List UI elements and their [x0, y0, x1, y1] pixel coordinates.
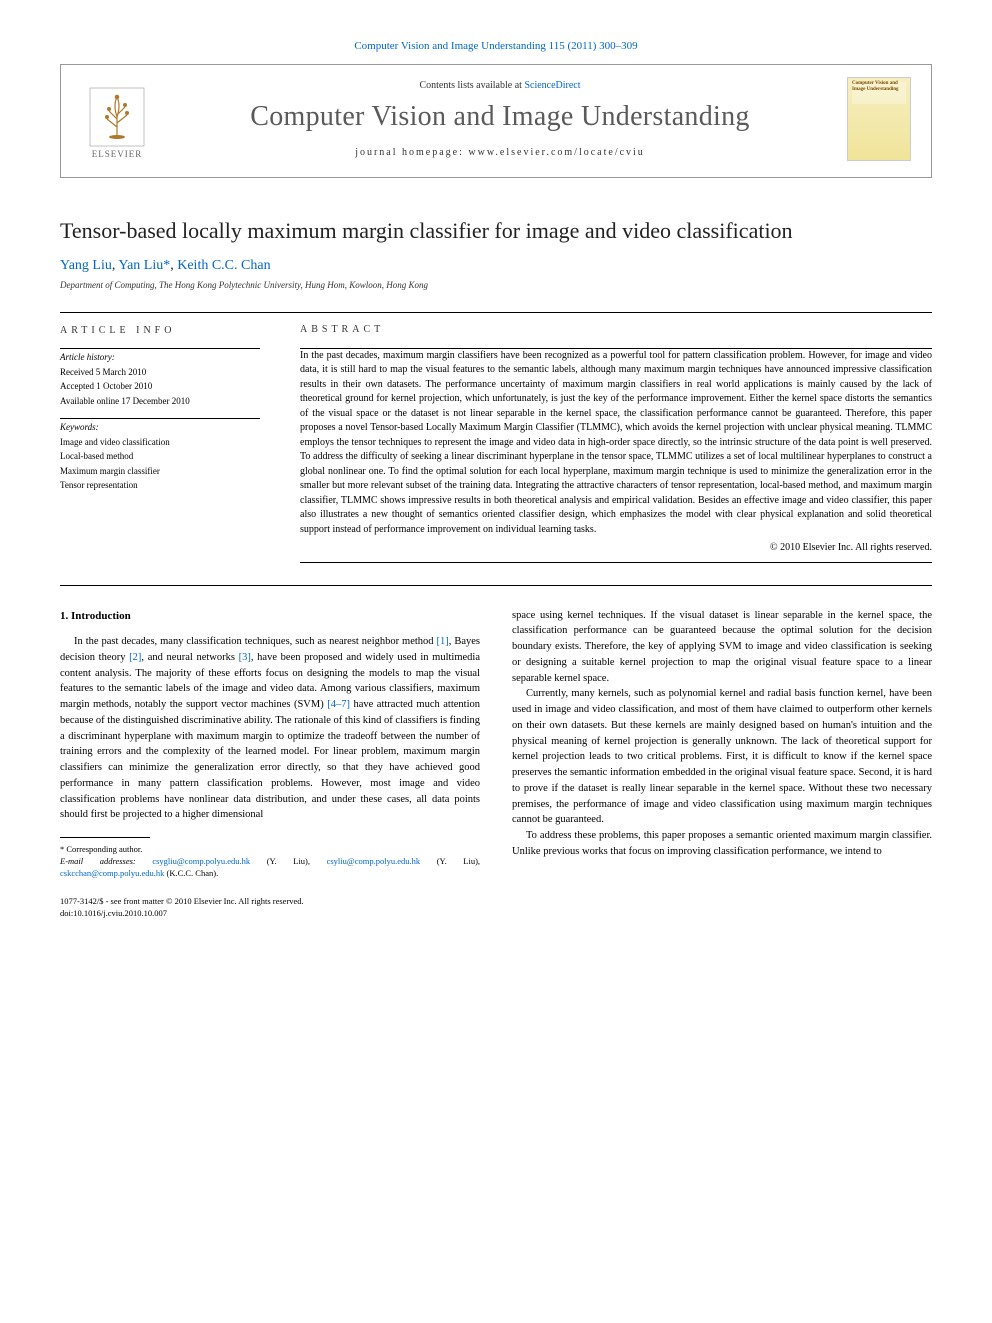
email-link[interactable]: cskcchan@comp.polyu.edu.hk	[60, 868, 164, 878]
affiliation: Department of Computing, The Hong Kong P…	[60, 280, 932, 290]
journal-name: Computer Vision and Image Understanding	[153, 101, 847, 133]
history-online: Available online 17 December 2010	[60, 395, 260, 409]
journal-cover-thumb: Computer Vision and Image Understanding	[847, 77, 911, 161]
publisher-logo: ELSEVIER	[81, 79, 153, 159]
header-center: Contents lists available at ScienceDirec…	[153, 80, 847, 158]
email-link[interactable]: csyliu@comp.polyu.edu.hk	[327, 856, 421, 866]
keyword: Maximum margin classifier	[60, 465, 260, 479]
sciencedirect-link[interactable]: ScienceDirect	[524, 80, 580, 91]
publisher-name: ELSEVIER	[92, 149, 143, 159]
journal-reference: Computer Vision and Image Understanding …	[60, 40, 932, 52]
corresponding-mark-icon: *	[163, 258, 170, 273]
doi-line: doi:10.1016/j.cviu.2010.10.007	[60, 908, 480, 920]
copyright-block: 1077-3142/$ - see front matter © 2010 El…	[60, 896, 480, 920]
abstract-block: abstract In the past decades, maximum ma…	[300, 323, 932, 563]
citation-link[interactable]: [1]	[437, 636, 449, 647]
keyword: Image and video classification	[60, 436, 260, 450]
issn-line: 1077-3142/$ - see front matter © 2010 El…	[60, 896, 480, 908]
column-right: space using kernel techniques. If the vi…	[512, 608, 932, 920]
author-link[interactable]: Yang Liu	[60, 258, 112, 273]
contents-list-line: Contents lists available at ScienceDirec…	[153, 80, 847, 91]
rule	[60, 585, 932, 586]
email-link[interactable]: csygliu@comp.polyu.edu.hk	[152, 856, 250, 866]
author-link[interactable]: Keith C.C. Chan	[177, 258, 270, 273]
meta-row: article info Article history: Received 5…	[60, 323, 932, 563]
author-link[interactable]: Yan Liu	[118, 258, 163, 273]
corresponding-footnote: * Corresponding author.	[60, 844, 480, 856]
section-heading: 1. Introduction	[60, 608, 480, 625]
email-who: (K.C.C. Chan).	[167, 868, 219, 878]
body-paragraph: To address these problems, this paper pr…	[512, 828, 932, 860]
homepage-url: www.elsevier.com/locate/cviu	[468, 147, 644, 158]
history-label: Article history:	[60, 351, 260, 365]
email-who: (Y. Liu)	[267, 856, 308, 866]
homepage-prefix: journal homepage:	[355, 147, 468, 158]
emails-footnote: E-mail addresses: csygliu@comp.polyu.edu…	[60, 856, 480, 880]
authors-line: Yang Liu, Yan Liu*, Keith C.C. Chan	[60, 258, 932, 274]
citation-link[interactable]: [3]	[239, 652, 251, 663]
email-who: (Y. Liu)	[437, 856, 478, 866]
journal-header: ELSEVIER Contents lists available at Sci…	[60, 64, 932, 178]
keyword: Tensor representation	[60, 479, 260, 493]
citation-link[interactable]: [4–7]	[327, 699, 350, 710]
abstract-text: In the past decades, maximum margin clas…	[300, 349, 932, 538]
contents-prefix: Contents lists available at	[419, 80, 524, 91]
keywords-label: Keywords:	[60, 421, 260, 435]
elsevier-tree-icon	[89, 87, 145, 147]
abstract-rights: © 2010 Elsevier Inc. All rights reserved…	[300, 541, 932, 556]
footnote-rule	[60, 837, 150, 838]
body-columns: 1. Introduction In the past decades, man…	[60, 608, 932, 920]
rule	[60, 348, 260, 349]
history-accepted: Accepted 1 October 2010	[60, 380, 260, 394]
rule	[300, 562, 932, 563]
article-title: Tensor-based locally maximum margin clas…	[60, 218, 932, 244]
article-info-block: article info Article history: Received 5…	[60, 323, 260, 563]
history-received: Received 5 March 2010	[60, 366, 260, 380]
citation-link[interactable]: [2]	[129, 652, 141, 663]
article-info-heading: article info	[60, 323, 260, 338]
body-paragraph: Currently, many kernels, such as polynom…	[512, 686, 932, 828]
keyword: Local-based method	[60, 450, 260, 464]
rule	[60, 312, 932, 313]
column-left: 1. Introduction In the past decades, man…	[60, 608, 480, 920]
body-paragraph: space using kernel techniques. If the vi…	[512, 608, 932, 687]
body-paragraph: In the past decades, many classification…	[60, 634, 480, 823]
emails-label: E-mail addresses:	[60, 856, 136, 866]
rule	[60, 418, 260, 419]
cover-label: Computer Vision and Image Understanding	[852, 81, 910, 92]
abstract-heading: abstract	[300, 323, 932, 338]
journal-homepage: journal homepage: www.elsevier.com/locat…	[153, 147, 847, 158]
